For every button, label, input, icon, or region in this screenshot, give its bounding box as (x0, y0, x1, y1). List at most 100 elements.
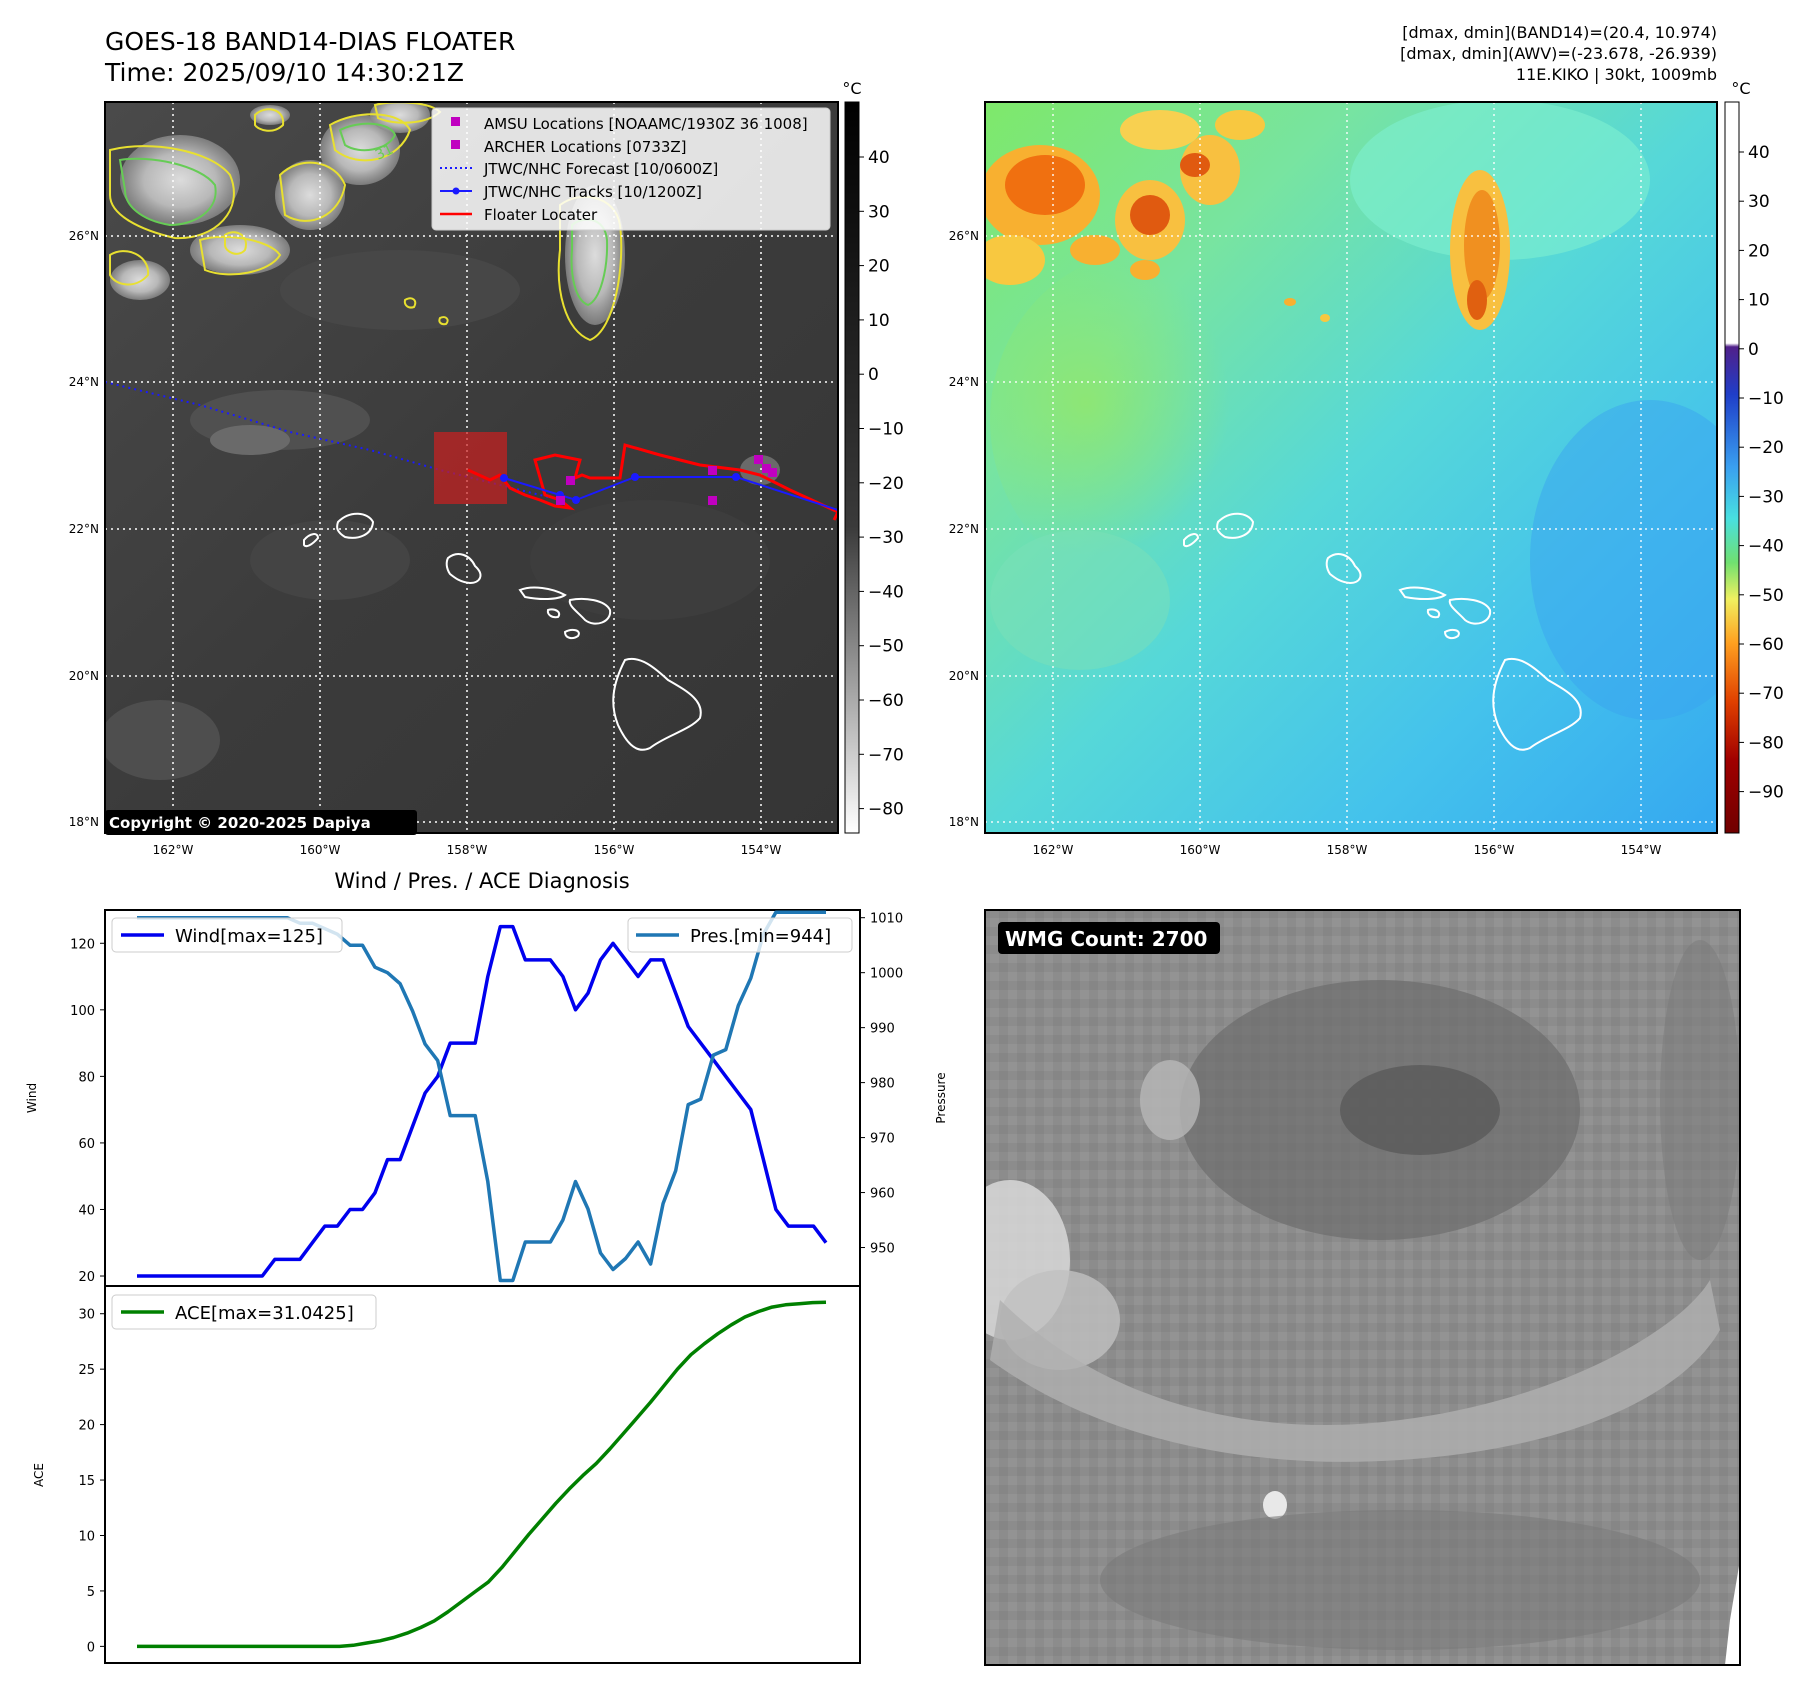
ir-colorbar-ticks: 40 30 20 10 0 −10 −20 −30 −40 −50 −60 −70 −80 (859, 148, 904, 820)
ir-panel: 31 (104, 79, 904, 835)
wv-colorbar (1724, 101, 1740, 834)
wv-lon-label: 154°W (1621, 843, 1662, 857)
ir-colorbar-tick-label: −60 (868, 691, 904, 711)
wv-lat-label: 18°N (949, 815, 979, 829)
wv-colorbar-tick-label: −30 (1748, 487, 1784, 507)
ace-axis-tick-label: 5 (87, 1585, 95, 1600)
legend-amsu: AMSU Locations [NOAAMC/1930Z 36 1008] (484, 115, 808, 133)
ir-colorbar-tick-label: 20 (868, 257, 890, 277)
wv-coastlines (1183, 512, 1582, 751)
wv-field (985, 102, 1717, 833)
pressure-axis-tick-label: 1010 (870, 912, 903, 927)
wv-colorbar-tick-label: −10 (1748, 389, 1784, 409)
pressure-axis-tick-label: 960 (870, 1187, 895, 1202)
ir-legend: AMSU Locations [NOAAMC/1930Z 36 1008] AR… (431, 107, 831, 231)
pressure-axis-tick-label: 970 (870, 1132, 895, 1147)
figure-time: Time: 2025/09/10 14:30:21Z (104, 58, 464, 87)
wv-lat-label: 26°N (949, 229, 979, 243)
ir-colorbar-tick-label: −80 (868, 800, 904, 820)
ir-colorbar-tick-label: 10 (868, 311, 890, 331)
wmg-frame (984, 909, 1741, 1666)
contour-label: 31 (373, 142, 396, 164)
wind-legend: Wind[max=125] (111, 917, 343, 953)
legend-track-point (452, 187, 460, 195)
floater-track-line (467, 443, 838, 521)
wv-colorbar-tick-label: −20 (1748, 438, 1784, 458)
floater-box (434, 432, 507, 504)
wmg-label: WMG Count: 2700 (1005, 927, 1207, 951)
wind-axis-tick-label: 20 (78, 1270, 95, 1285)
wmg-image (985, 940, 1740, 1665)
wv-gridlines (985, 102, 1717, 833)
wv-lat-label: 24°N (949, 375, 979, 389)
wmg-label-bg (998, 922, 1220, 954)
wind-ylabel: Wind (25, 1083, 39, 1113)
ir-lon-label: 160°W (300, 843, 341, 857)
ace-legend: ACE[max=31.0425] (111, 1294, 377, 1330)
wind-axis-ticks: 20 40 60 80 100 120 (70, 937, 105, 1285)
wind-axis-tick-label: 40 (78, 1203, 95, 1218)
wind-axis-tick-label: 80 (78, 1070, 95, 1085)
legend-track: JTWC/NHC Tracks [10/1200Z] (483, 183, 702, 201)
ir-lat-label: 26°N (69, 229, 99, 243)
ir-colorbar-tick-label: 0 (868, 365, 879, 385)
pressure-axis-tick-label: 990 (870, 1022, 895, 1037)
ace-axis-ticks: 0 5 10 15 20 25 30 (78, 1308, 105, 1655)
ir-colorbar-tick-label: 40 (868, 148, 890, 168)
wv-axis-labels: 26°N 24°N 22°N 20°N 18°N 162°W 160°W 158°W 156°W… (949, 229, 1662, 857)
legend-amsu-marker (451, 117, 460, 126)
wv-colorbar-ticks: 40 30 20 10 0 −10 −20 −30 −40 −50 −60 −70 −80 −90 (1739, 143, 1784, 803)
ir-lon-label: 154°W (741, 843, 782, 857)
ir-colorbar-tick-label: −20 (868, 474, 904, 494)
wv-frame (984, 101, 1718, 834)
pressure-axis-tick-label: 1000 (870, 967, 903, 982)
ace-axis-tick-label: 0 (87, 1640, 95, 1655)
ace-axis-tick-label: 20 (78, 1419, 95, 1434)
wind-axis-tick-label: 60 (78, 1137, 95, 1152)
wind-axis-tick-label: 120 (70, 937, 95, 952)
ir-colorbar (844, 101, 860, 834)
pressure-legend: Pres.[min=944] (627, 917, 853, 953)
ace-axis-tick-label: 30 (78, 1308, 95, 1323)
wv-lat-label: 20°N (949, 669, 979, 683)
ir-colorbar-unit: °C (842, 79, 861, 98)
ir-lon-label: 156°W (594, 843, 635, 857)
wmg-panel: WMG Count: 2700 (984, 909, 1741, 1666)
jtwc-track-line (503, 476, 838, 511)
figure-title: GOES-18 BAND14-DIAS FLOATER (105, 27, 515, 56)
ir-colorbar-tick-label: −50 (868, 637, 904, 657)
wv-colorbar-tick-label: −60 (1748, 635, 1784, 655)
wind-pressure-frame (104, 909, 861, 1287)
ir-lat-label: 20°N (69, 669, 99, 683)
ir-temperature-contours (109, 102, 623, 342)
ace-ylabel: ACE (32, 1463, 46, 1487)
ace-legend-label: ACE[max=31.0425] (175, 1303, 354, 1324)
pressure-axis-tick-label: 950 (870, 1242, 895, 1257)
ir-colorbar-tick-label: −70 (868, 745, 904, 765)
amsu-markers (556, 455, 777, 505)
wv-colorbar-tick-label: 30 (1748, 192, 1770, 212)
pressure-axis-tick-label: 980 (870, 1077, 895, 1092)
ir-lon-label: 162°W (153, 843, 194, 857)
pressure-legend-label: Pres.[min=944] (690, 926, 831, 947)
ace-axis-tick-label: 10 (78, 1529, 95, 1544)
ir-lat-label: 24°N (69, 375, 99, 389)
wv-colorbar-tick-label: 0 (1748, 340, 1759, 360)
pressure-axis-ticks: 950 960 970 980 990 1000 1010 (860, 912, 903, 1257)
wv-colorbar-unit: °C (1731, 79, 1750, 98)
ace-series-line (137, 1300, 827, 1649)
wv-lon-label: 160°W (1180, 843, 1221, 857)
copyright-text: Copyright © 2020-2025 Dapiya (109, 814, 371, 832)
ace-axis-tick-label: 15 (78, 1474, 95, 1489)
ir-lat-label: 18°N (69, 815, 99, 829)
ir-lon-label: 158°W (447, 843, 488, 857)
wv-cold-cloud-tops (985, 110, 1510, 330)
ace-frame (104, 1285, 861, 1664)
copyright-bg (105, 810, 417, 835)
wv-colorbar-tick-label: 10 (1748, 291, 1770, 311)
legend-archer-marker (451, 140, 460, 149)
wv-lat-label: 22°N (949, 522, 979, 536)
wind-pressure-chart: 20 40 60 80 100 120 950 960 970 980 990 1000 1010 W… (25, 909, 948, 1287)
wv-lon-label: 156°W (1474, 843, 1515, 857)
